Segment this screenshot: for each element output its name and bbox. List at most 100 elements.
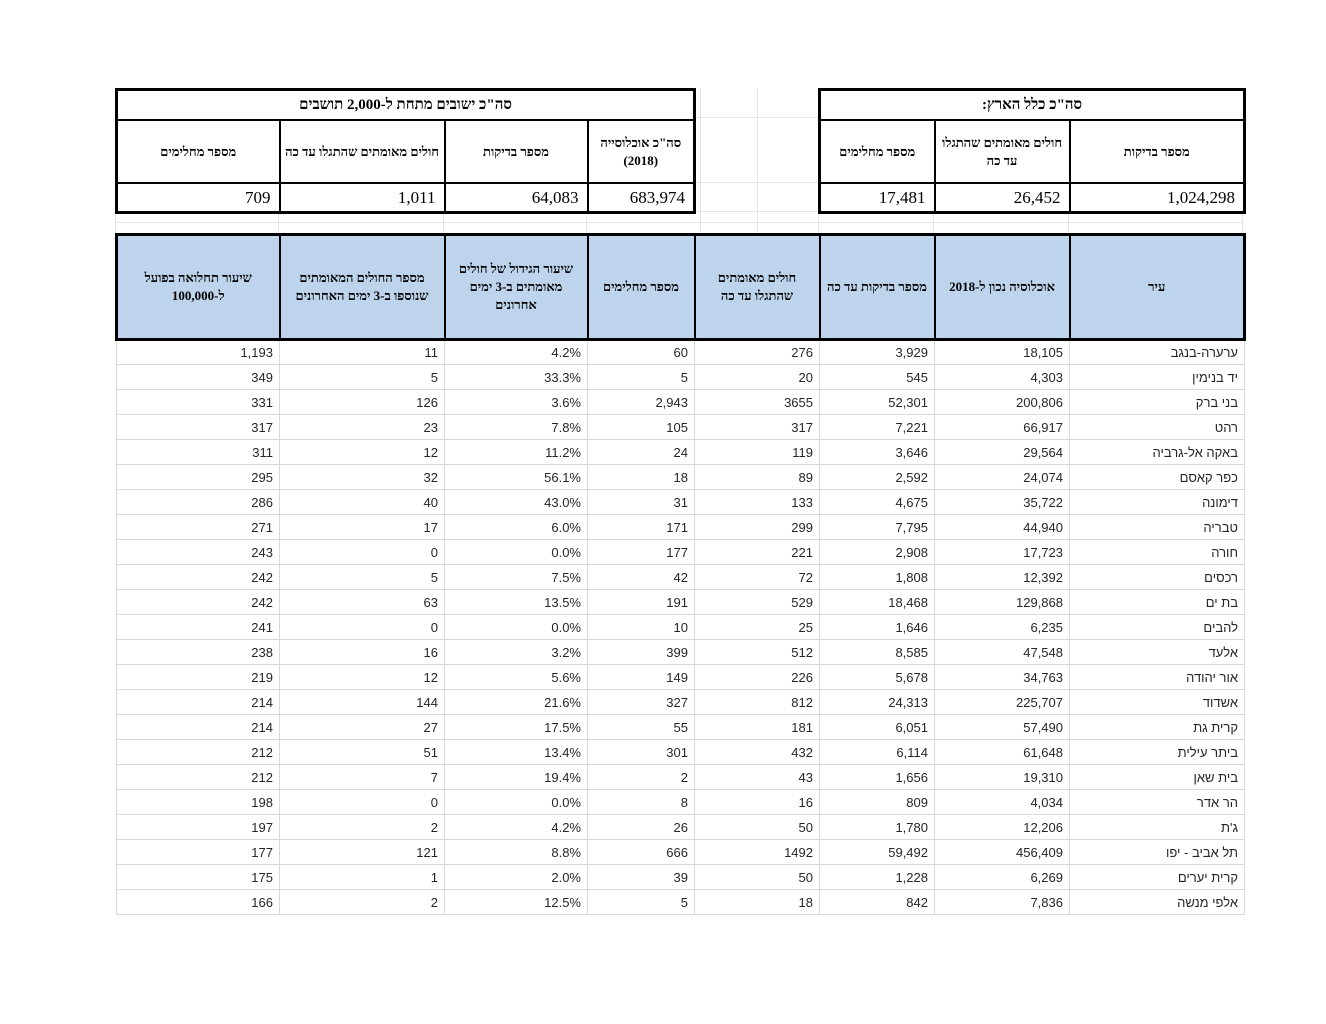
morbidity-per-100k-cell: 219 bbox=[116, 664, 280, 690]
morbidity-per-100k-cell: 214 bbox=[116, 714, 280, 740]
gridline bbox=[700, 212, 701, 233]
table-row: 1,024,298 26,452 17,481 bbox=[818, 182, 1246, 214]
table-row: רכסים 12,392 1,808 72 42 7.5% 5 242 bbox=[116, 564, 1245, 590]
city-cell: אלעד bbox=[1069, 639, 1245, 665]
col-header-added-3days: מספר החולים המאומתים שנוספו ב-3 ימים האח… bbox=[278, 233, 446, 341]
city-cell: אלפי מנשה bbox=[1069, 889, 1245, 915]
morbidity-per-100k-cell: 286 bbox=[116, 489, 280, 515]
confirmed-todate-cell: 16 bbox=[694, 789, 820, 815]
tests-todate-cell: 1,808 bbox=[819, 564, 935, 590]
tests-todate-cell: 5,678 bbox=[819, 664, 935, 690]
gridline bbox=[700, 88, 701, 212]
table-row: ביתר עילית 61,648 6,114 432 301 13.4% 51 212 bbox=[116, 739, 1245, 765]
population-2018-cell: 12,392 bbox=[934, 564, 1070, 590]
confirmed-todate-cell: 512 bbox=[694, 639, 820, 665]
population-2018-cell: 34,763 bbox=[934, 664, 1070, 690]
added-3days-cell: 40 bbox=[279, 489, 445, 515]
tests-todate-cell: 842 bbox=[819, 889, 935, 915]
population-2018-cell: 61,648 bbox=[934, 739, 1070, 765]
tests-todate-cell: 809 bbox=[819, 789, 935, 815]
city-cell: אור יהודה bbox=[1069, 664, 1245, 690]
col-header-confirmed-todate: חולים מאומתים שהתגלו עד כה bbox=[933, 119, 1071, 184]
city-table-body: ערערה-בנגב 18,105 3,929 276 60 4.2% 11 1,193 יד … bbox=[116, 339, 1245, 915]
added-3days-cell: 0 bbox=[279, 789, 445, 815]
gridline bbox=[115, 212, 116, 233]
gridline bbox=[586, 212, 587, 233]
morbidity-per-100k-cell: 175 bbox=[116, 864, 280, 890]
added-3days-cell: 16 bbox=[279, 639, 445, 665]
morbidity-per-100k-cell: 198 bbox=[116, 789, 280, 815]
table-row: בית שאן 19,310 1,656 43 2 19.4% 7 212 bbox=[116, 764, 1245, 790]
table-row: סה"כ כלל הארץ: bbox=[818, 88, 1246, 121]
morbidity-per-100k-cell: 197 bbox=[116, 814, 280, 840]
city-cell: הר אדר bbox=[1069, 789, 1245, 815]
gridline bbox=[693, 117, 818, 118]
population-2018-cell: 12,206 bbox=[934, 814, 1070, 840]
table-row: סה"כ אוכלוסייה (2018) מספר בדיקות חולים … bbox=[115, 119, 696, 184]
confirmed-todate-cell: 50 bbox=[694, 864, 820, 890]
recovered-cell: 5 bbox=[587, 364, 695, 390]
table-row: אלפי מנשה 7,836 842 18 5 12.5% 2 166 bbox=[116, 889, 1245, 915]
col-header-confirmed-todate: חולים מאומתים שהתגלו עד כה bbox=[278, 119, 446, 184]
growth-rate-3days-cell: 12.5% bbox=[444, 889, 588, 915]
added-3days-cell: 17 bbox=[279, 514, 445, 540]
recovered-cell: 26 bbox=[587, 814, 695, 840]
morbidity-per-100k-cell: 295 bbox=[116, 464, 280, 490]
recovered-cell: 191 bbox=[587, 589, 695, 615]
added-3days-cell: 23 bbox=[279, 414, 445, 440]
col-header-population-2018: אוכלוסיה נכון ל-2018 bbox=[933, 233, 1071, 341]
recovered-value: 17,481 bbox=[818, 182, 936, 214]
city-cell: ערערה-בנגב bbox=[1069, 339, 1245, 365]
gridline bbox=[757, 212, 758, 233]
growth-rate-3days-cell: 56.1% bbox=[444, 464, 588, 490]
recovered-cell: 2,943 bbox=[587, 389, 695, 415]
added-3days-cell: 2 bbox=[279, 889, 445, 915]
small-localities-summary-table: סה"כ ישובים מתחת ל-2,000 תושבים סה"כ אוכ… bbox=[115, 88, 697, 214]
city-cell: ביתר עילית bbox=[1069, 739, 1245, 765]
gridline bbox=[693, 211, 818, 212]
col-header-recovered: מספר מחלימים bbox=[586, 233, 696, 341]
population-2018-cell: 57,490 bbox=[934, 714, 1070, 740]
morbidity-per-100k-cell: 1,193 bbox=[116, 339, 280, 365]
tests-todate-cell: 545 bbox=[819, 364, 935, 390]
recovered-cell: 18 bbox=[587, 464, 695, 490]
added-3days-cell: 7 bbox=[279, 764, 445, 790]
total-population-2018-value: 683,974 bbox=[586, 182, 696, 214]
col-header-morbidity-per-100k: שיעור תחלואה בפועל ל-100,000 bbox=[115, 233, 281, 341]
morbidity-per-100k-cell: 349 bbox=[116, 364, 280, 390]
population-2018-cell: 6,269 bbox=[934, 864, 1070, 890]
small-localities-summary-title: סה"כ ישובים מתחת ל-2,000 תושבים bbox=[115, 88, 696, 121]
tests-todate-cell: 4,675 bbox=[819, 489, 935, 515]
city-cell: כפר קאסם bbox=[1069, 464, 1245, 490]
tests-todate-cell: 18,468 bbox=[819, 589, 935, 615]
table-row: עיר אוכלוסיה נכון ל-2018 מספר בדיקות עד … bbox=[115, 233, 1246, 341]
population-2018-cell: 200,806 bbox=[934, 389, 1070, 415]
confirmed-todate-cell: 89 bbox=[694, 464, 820, 490]
growth-rate-3days-cell: 2.0% bbox=[444, 864, 588, 890]
recovered-cell: 171 bbox=[587, 514, 695, 540]
confirmed-todate-cell: 20 bbox=[694, 364, 820, 390]
growth-rate-3days-cell: 13.5% bbox=[444, 589, 588, 615]
growth-rate-3days-cell: 5.6% bbox=[444, 664, 588, 690]
added-3days-cell: 12 bbox=[279, 439, 445, 465]
confirmed-todate-value: 26,452 bbox=[933, 182, 1071, 214]
tests-todate-cell: 1,646 bbox=[819, 614, 935, 640]
confirmed-todate-cell: 226 bbox=[694, 664, 820, 690]
gridline bbox=[278, 212, 279, 233]
col-header-recovered: מספר מחלימים bbox=[818, 119, 936, 184]
growth-rate-3days-cell: 19.4% bbox=[444, 764, 588, 790]
recovered-cell: 177 bbox=[587, 539, 695, 565]
confirmed-todate-cell: 43 bbox=[694, 764, 820, 790]
table-row: תל אביב - יפו 456,409 59,492 1492 666 8.8% 121… bbox=[116, 839, 1245, 865]
tests-todate-cell: 6,114 bbox=[819, 739, 935, 765]
recovered-cell: 2 bbox=[587, 764, 695, 790]
morbidity-per-100k-cell: 311 bbox=[116, 439, 280, 465]
table-row: ג'ת 12,206 1,780 50 26 4.2% 2 197 bbox=[116, 814, 1245, 840]
morbidity-per-100k-cell: 271 bbox=[116, 514, 280, 540]
city-cell: בת ים bbox=[1069, 589, 1245, 615]
added-3days-cell: 5 bbox=[279, 364, 445, 390]
col-header-city: עיר bbox=[1068, 233, 1246, 341]
national-summary-table: סה"כ כלל הארץ: מספר בדיקות חולים מאומתים… bbox=[818, 88, 1247, 214]
growth-rate-3days-cell: 17.5% bbox=[444, 714, 588, 740]
recovered-cell: 10 bbox=[587, 614, 695, 640]
